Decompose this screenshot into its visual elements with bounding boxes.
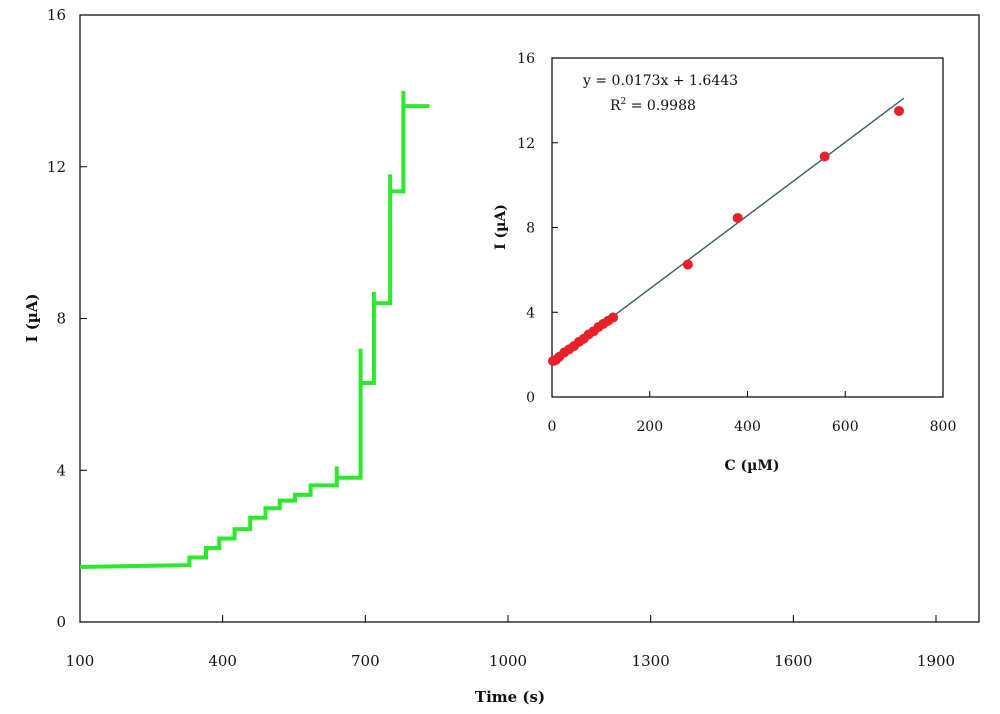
inset-x-tick-label: 0 xyxy=(548,419,557,435)
inset-x-tick-label: 600 xyxy=(832,419,859,435)
r-squared: R2 = 0.9988 xyxy=(610,97,696,114)
inset-points-layer xyxy=(547,105,905,366)
main-y-tick-label: 16 xyxy=(47,6,66,24)
main-x-tick-label: 1000 xyxy=(489,652,527,670)
inset-y-tick-label: 12 xyxy=(517,136,535,152)
inset-x-axis-title: C (µM) xyxy=(724,458,779,474)
main-x-tick-label: 1600 xyxy=(774,652,812,670)
main-y-tick-label: 8 xyxy=(56,310,66,328)
inset-x-axis-ticks: 0 200 400 600 800 xyxy=(548,391,957,435)
r-symbol: R xyxy=(610,98,621,114)
main-y-tick-label: 4 xyxy=(56,461,66,479)
inset-x-tick-label: 400 xyxy=(734,419,761,435)
main-x-tick-label: 100 xyxy=(66,652,95,670)
inset-y-tick-label: 8 xyxy=(526,221,535,237)
inset-y-axis-ticks: 0 4 8 12 16 xyxy=(517,51,558,406)
inset-y-tick-label: 4 xyxy=(526,305,535,321)
amperometric-trace xyxy=(79,90,430,569)
main-y-axis-ticks: 0 4 8 12 16 xyxy=(47,6,87,631)
r-squared-value: = 0.9988 xyxy=(626,98,696,114)
inset-y-axis-title: I (µA) xyxy=(493,204,509,250)
main-x-tick-label: 700 xyxy=(351,652,380,670)
calibration-point xyxy=(608,312,619,323)
calibration-point xyxy=(682,259,693,270)
inset-chart: 0 4 8 12 16 0 200 400 600 800 C (µM) I (µA) y = … xyxy=(493,51,956,474)
main-x-tick-label: 400 xyxy=(208,652,237,670)
inset-x-tick-label: 800 xyxy=(930,419,957,435)
calibration-point xyxy=(732,212,743,223)
main-x-tick-label: 1900 xyxy=(917,652,955,670)
inset-y-tick-label: 0 xyxy=(526,390,535,406)
main-x-axis-ticks: 100 400 700 1000 1300 1600 1900 xyxy=(66,615,955,670)
main-series-layer xyxy=(79,90,430,569)
main-y-tick-label: 12 xyxy=(47,158,66,176)
main-x-axis-title: Time (s) xyxy=(475,688,545,706)
calibration-point xyxy=(819,151,830,162)
main-y-tick-label: 0 xyxy=(56,613,66,631)
main-y-axis-title: I (µA) xyxy=(23,293,41,342)
fit-equation: y = 0.0173x + 1.6443 xyxy=(582,73,738,89)
inset-x-tick-label: 200 xyxy=(636,419,663,435)
r-squared-exponent: 2 xyxy=(621,97,627,107)
calibration-point xyxy=(894,105,905,116)
main-x-tick-label: 1300 xyxy=(632,652,670,670)
inset-y-tick-label: 16 xyxy=(517,51,535,67)
